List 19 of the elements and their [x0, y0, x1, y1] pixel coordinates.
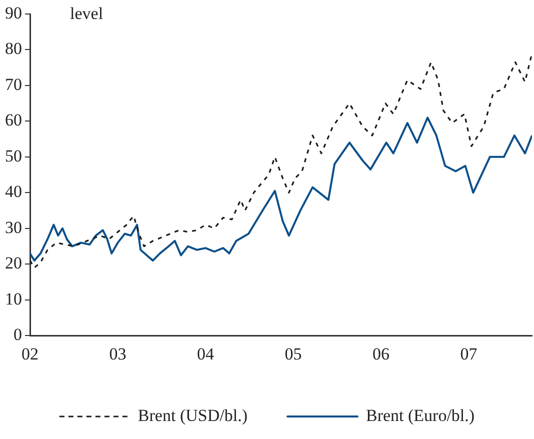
y-tick-label: 0	[14, 325, 22, 344]
y-tick-label: 60	[5, 110, 22, 130]
legend-label: Brent (USD/bl.)	[138, 406, 248, 425]
x-tick-label: 05	[284, 344, 302, 364]
x-tick-label: 06	[372, 344, 390, 364]
y-tick-label: 40	[5, 182, 22, 202]
y-tick-label: 80	[5, 39, 22, 58]
x-tick-label: 02	[22, 344, 38, 364]
y-tick-label: 20	[5, 254, 22, 273]
y-tick-label: 50	[5, 146, 22, 166]
y-tick-label: 10	[5, 289, 22, 308]
x-tick-label: 03	[109, 344, 126, 364]
x-tick-label: 07	[460, 344, 478, 364]
legend-label: Brent (Euro/bl.)	[366, 406, 475, 425]
y-tick-label: 70	[5, 74, 22, 94]
y-tick-label: 30	[5, 218, 22, 237]
annotation: level	[70, 4, 104, 23]
x-tick-label: 04	[197, 344, 215, 364]
y-tick-label: 90	[5, 3, 22, 22]
